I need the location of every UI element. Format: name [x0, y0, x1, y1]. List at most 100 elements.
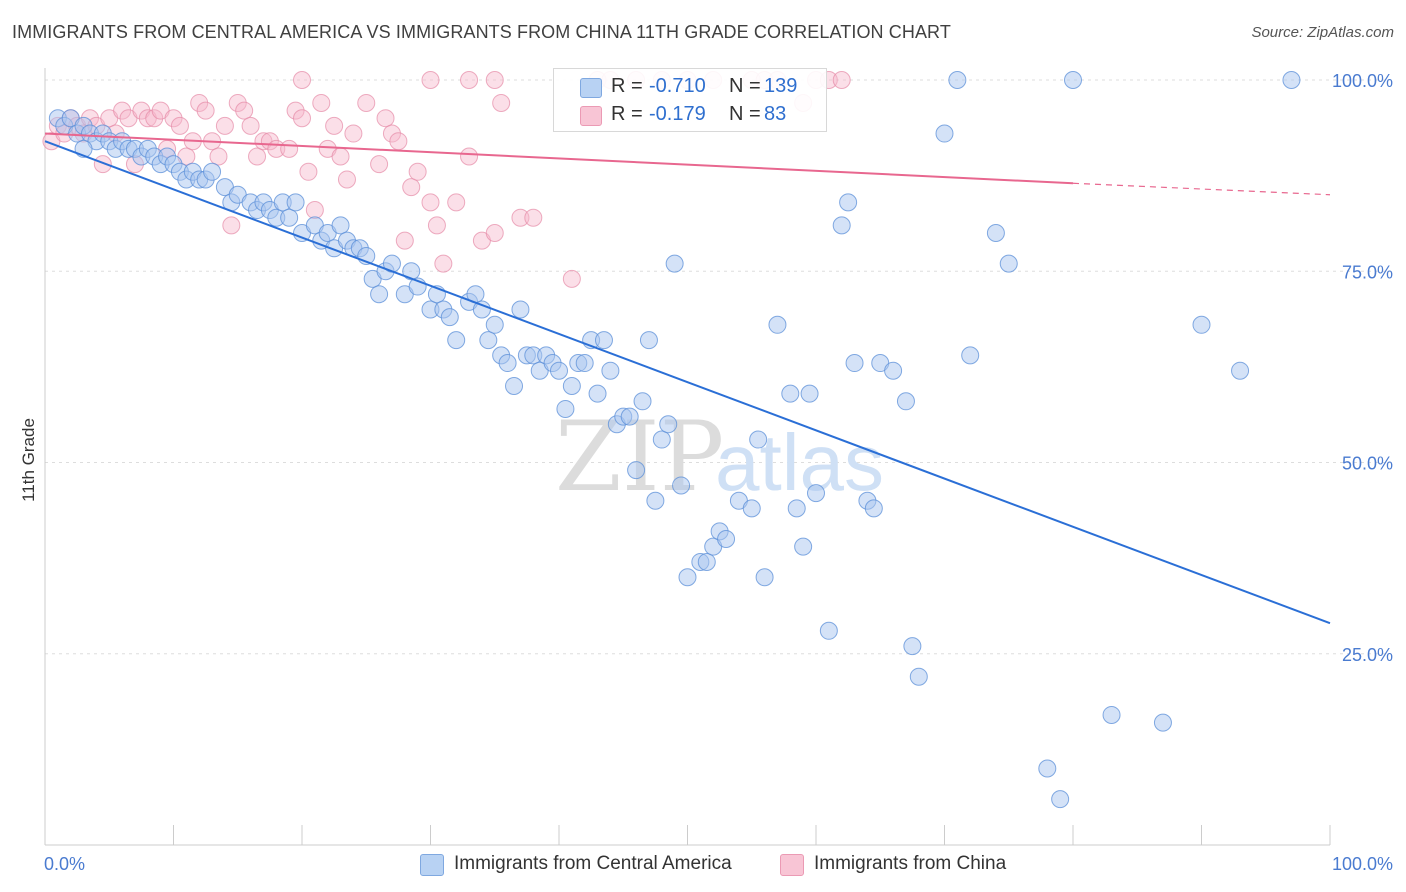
central-america-point: [800, 384, 819, 403]
china-point: [190, 93, 209, 112]
central-america-point: [594, 331, 613, 350]
central-america-point: [1192, 315, 1211, 334]
china-point: [408, 162, 427, 181]
y-tick-label: 50.0%: [1342, 454, 1393, 474]
central-america-point: [717, 530, 736, 548]
central-america-point: [1064, 71, 1082, 89]
central-america-point: [864, 499, 883, 518]
central-america-point: [447, 331, 466, 350]
y-tick-label: 25.0%: [1342, 645, 1393, 665]
central-america-point: [961, 346, 980, 365]
china-point: [389, 132, 408, 151]
central-america-point: [331, 216, 350, 235]
axis-layer: 100.0% 75.0% 50.0% 25.0% 0.0% 100.0%: [44, 68, 1393, 874]
central-america-point: [370, 285, 389, 304]
central-america-point: [986, 224, 1005, 242]
x-tick-label: 100.0%: [1332, 854, 1393, 874]
china-point: [280, 139, 299, 158]
china-point: [228, 93, 247, 112]
central-america-point: [935, 124, 954, 143]
central-america-point: [697, 552, 716, 571]
china-point: [325, 116, 344, 135]
central-america-point: [505, 377, 524, 395]
china-point: [248, 147, 267, 166]
central-america-point: [550, 361, 568, 380]
source-label: Source: ZipAtlas.com: [1251, 24, 1394, 41]
central-america-point: [633, 392, 652, 411]
china-point: [113, 101, 132, 120]
central-america-point: [479, 331, 498, 350]
china-point: [93, 155, 112, 174]
china-point: [293, 71, 311, 89]
central-america-point: [575, 354, 594, 373]
china-point: [421, 193, 440, 212]
central-america-point: [1102, 705, 1121, 724]
central-america-point: [627, 461, 646, 480]
central-america-point: [845, 354, 864, 373]
series-swatch-blue: [420, 854, 444, 876]
central-america-point: [839, 193, 858, 212]
series-label: Immigrants from Central America: [454, 853, 732, 874]
central-america-point: [742, 499, 761, 518]
china-trendline-extension: [1072, 182, 1331, 196]
central-america-point: [755, 568, 774, 587]
china-point: [460, 147, 479, 166]
central-america-trendline: [44, 140, 1331, 625]
central-america-point: [280, 208, 299, 227]
central-america-point: [440, 308, 459, 327]
china-point: [215, 116, 234, 135]
trend-lines: [44, 132, 1331, 625]
y-tick-label: 100.0%: [1332, 71, 1393, 91]
central-america-point: [659, 415, 678, 434]
legend-r-label: R =: [611, 75, 643, 97]
legend-swatch-pink: [580, 106, 602, 126]
china-point: [299, 162, 318, 181]
central-america-point: [601, 361, 620, 380]
central-america-point: [639, 331, 658, 350]
china-trendline: [44, 132, 1074, 185]
legend-swatch-blue: [580, 78, 602, 98]
correlation-legend: R = -0.710 N = 139 R = -0.179 N = 83: [553, 68, 827, 132]
china-point: [305, 201, 324, 220]
china-point: [145, 109, 164, 128]
central-america-point: [498, 354, 517, 373]
central-america-point: [999, 254, 1018, 273]
central-america-point: [203, 162, 222, 181]
central-america-point: [286, 193, 305, 212]
china-point: [357, 93, 376, 112]
central-america-point: [896, 392, 915, 411]
china-point: [382, 124, 401, 143]
central-america-point: [1231, 361, 1250, 380]
series-label: Immigrants from China: [814, 853, 1007, 874]
china-point: [447, 193, 466, 212]
watermark-zip: ZIP: [555, 401, 724, 513]
central-america-point: [402, 262, 421, 281]
central-america-point: [1038, 759, 1057, 778]
china-point: [460, 71, 479, 89]
legend-n-label: N =: [729, 75, 761, 97]
central-america-point: [749, 430, 768, 449]
y-axis-label: 11th Grade: [19, 418, 38, 502]
china-point: [524, 208, 543, 227]
china-point: [434, 254, 453, 273]
china-point: [370, 155, 389, 174]
watermark-atlas: atlas: [715, 418, 884, 507]
legend-row-central-america: R = -0.710 N = 139: [554, 73, 826, 101]
legend-r-value: -0.179: [649, 103, 706, 125]
china-point: [222, 216, 241, 235]
china-point: [421, 71, 440, 89]
central-america-point: [807, 484, 825, 503]
central-america-point: [909, 667, 928, 686]
legend-r-label: R =: [611, 103, 643, 125]
china-point: [492, 93, 511, 112]
series-legend: Immigrants from Central America Immigran…: [0, 852, 1406, 878]
chart-title: IMMIGRANTS FROM CENTRAL AMERICA VS IMMIG…: [12, 22, 951, 42]
central-america-point: [832, 216, 851, 235]
x-tick-label: 0.0%: [44, 854, 85, 874]
central-america-point: [948, 71, 967, 89]
china-point: [562, 269, 581, 288]
legend-n-label: N =: [729, 103, 761, 125]
china-point: [170, 116, 189, 135]
china-point: [832, 71, 851, 89]
central-america-point: [794, 537, 813, 556]
